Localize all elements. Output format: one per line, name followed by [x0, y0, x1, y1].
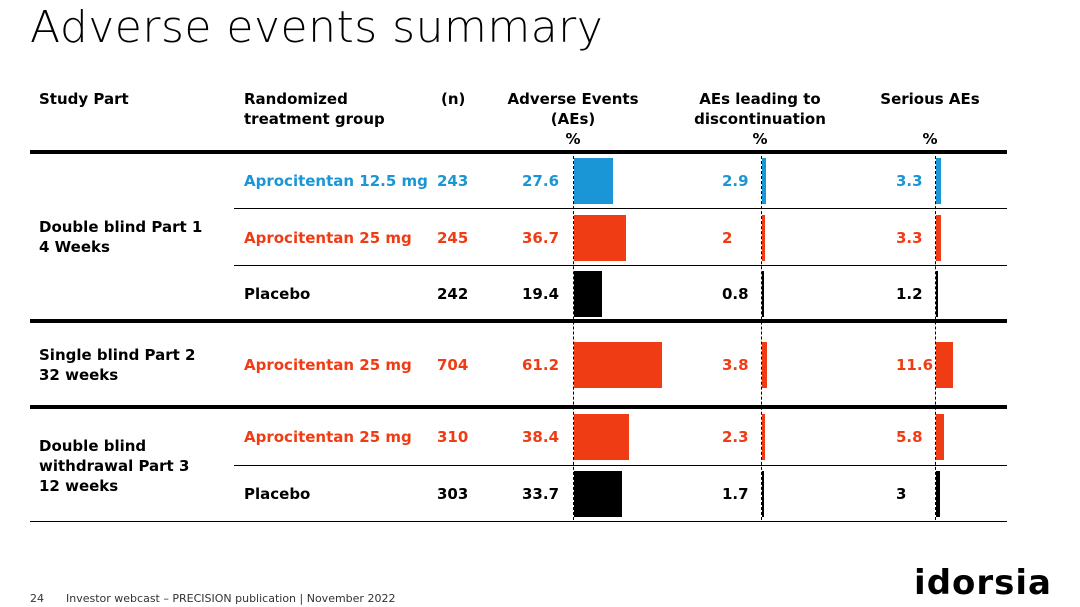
header-treatment-group-line1: Randomized	[244, 90, 348, 108]
header-ae-line2: (AEs)	[550, 110, 596, 128]
header-adverse-events: Adverse Events (AEs) %	[493, 89, 653, 149]
serious-value: 5.8	[896, 428, 923, 446]
header-study-part: Study Part	[39, 90, 129, 108]
study-part-3-line1: Double blind	[39, 437, 147, 455]
header-serious-aes: Serious AEs %	[860, 89, 1000, 149]
rule-header-bottom	[30, 150, 1007, 154]
treatment-group: Placebo	[244, 285, 311, 303]
header-disc-unit: %	[752, 130, 768, 148]
n-value: 303	[437, 485, 469, 503]
rule-part-1-bottom	[30, 319, 1007, 323]
footer: 24 Investor webcast – PRECISION publicati…	[30, 592, 395, 605]
serious-bar	[936, 342, 953, 388]
study-part-1-line2: 4 Weeks	[39, 238, 110, 256]
disc-value: 1.7	[722, 485, 749, 503]
n-value: 704	[437, 356, 469, 374]
footer-text: Investor webcast – PRECISION publication…	[66, 592, 396, 605]
disc-axis	[761, 156, 762, 520]
serious-bar	[936, 414, 945, 460]
rule-row-1	[234, 208, 1007, 209]
ae-value: 36.7	[522, 229, 560, 247]
study-part-label: Single blind Part 2 32 weeks	[39, 345, 196, 385]
disc-bar	[762, 342, 768, 388]
serious-value: 3.3	[896, 172, 923, 190]
serious-bar	[936, 271, 938, 317]
ae-bar	[574, 271, 602, 317]
disc-bar	[762, 215, 765, 261]
serious-bar	[936, 158, 941, 204]
study-part-1-line1: Double blind Part 1	[39, 218, 203, 236]
header-disc-line1: AEs leading to	[699, 90, 821, 108]
n-value: 243	[437, 172, 469, 190]
header-ae-unit: %	[565, 130, 581, 148]
header-serious-unit: %	[922, 130, 938, 148]
ae-value: 19.4	[522, 285, 560, 303]
serious-value: 3	[896, 485, 907, 503]
disc-value: 3.8	[722, 356, 749, 374]
header-treatment-group: Randomized treatment group	[244, 89, 385, 129]
study-part-3-line3: 12 weeks	[39, 477, 119, 495]
treatment-group: Aprocitentan 25 mg	[244, 356, 412, 374]
ae-value: 61.2	[522, 356, 560, 374]
study-part-label: Double blind withdrawal Part 3 12 weeks	[39, 436, 189, 496]
header-treatment-group-line2: treatment group	[244, 110, 385, 128]
serious-bar	[936, 471, 941, 517]
header-discontinuation: AEs leading to discontinuation %	[680, 89, 840, 149]
study-part-label: Double blind Part 1 4 Weeks	[39, 217, 202, 257]
ae-bar	[574, 158, 614, 204]
serious-axis	[935, 156, 936, 520]
disc-bar	[762, 271, 764, 317]
disc-value: 2.3	[722, 428, 749, 446]
n-value: 245	[437, 229, 469, 247]
study-part-2-line1: Single blind Part 2	[39, 346, 196, 364]
serious-value: 3.3	[896, 229, 923, 247]
n-value: 242	[437, 285, 469, 303]
disc-value: 2	[722, 229, 733, 247]
rule-row-2	[234, 265, 1007, 266]
ae-value: 27.6	[522, 172, 560, 190]
page-title: Adverse events summary	[30, 2, 604, 53]
serious-bar	[936, 215, 941, 261]
ae-bar	[574, 471, 623, 517]
n-value: 310	[437, 428, 469, 446]
serious-value: 1.2	[896, 285, 923, 303]
treatment-group: Placebo	[244, 485, 311, 503]
disc-value: 2.9	[722, 172, 749, 190]
ae-value: 38.4	[522, 428, 560, 446]
disc-bar	[762, 414, 766, 460]
page-number: 24	[30, 592, 44, 605]
ae-axis	[573, 156, 574, 520]
header-serious-line1: Serious AEs	[880, 90, 980, 108]
ae-value: 33.7	[522, 485, 560, 503]
study-part-2-line2: 32 weeks	[39, 366, 119, 384]
treatment-group: Aprocitentan 12.5 mg	[244, 172, 428, 190]
idorsia-logo: idorsia	[914, 563, 1052, 603]
study-part-3-line2: withdrawal Part 3	[39, 457, 190, 475]
ae-bar	[574, 414, 629, 460]
rule-table-bottom	[30, 521, 1007, 522]
ae-bar	[574, 342, 662, 388]
disc-bar	[762, 471, 765, 517]
treatment-group: Aprocitentan 25 mg	[244, 428, 412, 446]
disc-bar	[762, 158, 767, 204]
disc-value: 0.8	[722, 285, 749, 303]
treatment-group: Aprocitentan 25 mg	[244, 229, 412, 247]
ae-bar	[574, 215, 627, 261]
header-disc-line2: discontinuation	[694, 110, 826, 128]
serious-value: 11.6	[896, 356, 934, 374]
header-n: (n)	[441, 90, 466, 108]
header-ae-line1: Adverse Events	[507, 90, 639, 108]
rule-row-5	[234, 465, 1007, 466]
rule-part-2-bottom	[30, 405, 1007, 409]
